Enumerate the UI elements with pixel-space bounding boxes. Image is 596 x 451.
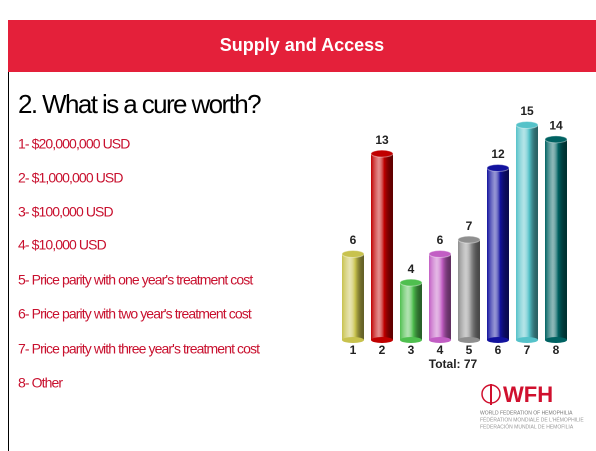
x-tick-label: 3 — [408, 343, 415, 357]
bar-shade — [458, 239, 480, 340]
logo: WFH WORLD FEDERATION OF HEMOPHILIA FÉDÉR… — [480, 382, 584, 431]
x-tick-label: 6 — [495, 343, 502, 357]
bar-shade — [400, 282, 422, 340]
data-label: 6 — [437, 233, 444, 247]
option: 7- Price parity with three year's treatm… — [18, 341, 260, 357]
logo-line: FÉDÉRATION MONDIALE DE L'HÉMOPHILIE — [480, 416, 584, 423]
bar-shade — [342, 254, 364, 340]
x-tick-label: 5 — [466, 343, 473, 357]
x-tick-label: 4 — [437, 343, 444, 357]
data-label: 6 — [350, 233, 357, 247]
logo-name: WFH — [503, 382, 553, 407]
bar-base — [342, 337, 364, 343]
bar-base — [516, 337, 538, 343]
bar-base — [458, 337, 480, 343]
data-label: 14 — [549, 119, 563, 133]
option: 6- Price parity with two year's treatmen… — [18, 306, 252, 322]
chart: 1 6 2 13 3 4 4 6 5 7 6 12 7 15 8 14 Total: 77 — [341, 104, 568, 371]
options: 1- $20,000,000 USD 2- $1,000,000 USD 3- $1… — [18, 136, 261, 391]
logo-line: WORLD FEDERATION OF HEMOPHILIA — [480, 410, 573, 416]
bar-base — [400, 337, 422, 343]
bar-base — [487, 337, 509, 343]
bar-base — [545, 337, 567, 343]
option: 8- Other — [18, 375, 63, 391]
bar-cap — [370, 149, 394, 158]
data-label: 7 — [466, 219, 473, 233]
bar-cap — [544, 135, 568, 144]
bar-shade — [429, 254, 451, 340]
data-label: 4 — [408, 262, 415, 276]
bar-cap — [457, 235, 481, 244]
bar-base — [371, 337, 393, 343]
bar-cap — [486, 164, 510, 172]
option: 1- $20,000,000 USD — [18, 136, 130, 152]
header-bar — [8, 20, 596, 72]
bar-shade — [487, 168, 509, 340]
bar-shade — [516, 125, 538, 340]
bar-cap — [515, 121, 539, 129]
x-tick-label: 8 — [553, 343, 560, 357]
total-label: Total: 77 — [429, 357, 478, 371]
x-tick-label: 2 — [379, 343, 386, 357]
logo-line: FEDERACIÓN MUNDIAL DE HEMOFILIA — [480, 423, 574, 430]
header-title: Supply and Access — [220, 35, 384, 55]
question: 2. What is a cure worth? — [18, 89, 261, 119]
bar-cap — [399, 278, 423, 287]
bar-shade — [371, 153, 393, 340]
data-label: 12 — [491, 147, 505, 161]
data-label: 15 — [520, 104, 534, 118]
bar-shade — [545, 139, 567, 340]
option: 3- $100,000 USD — [18, 204, 113, 220]
option: 2- $1,000,000 USD — [18, 170, 123, 186]
option: 5- Price parity with one year's treatmen… — [18, 272, 253, 288]
data-label: 13 — [375, 133, 389, 147]
bar-cap — [428, 250, 452, 258]
bar-base — [429, 337, 451, 343]
x-tick-label: 7 — [524, 343, 531, 357]
option: 4- $10,000 USD — [18, 237, 107, 253]
bar-cap — [341, 250, 365, 258]
x-tick-label: 1 — [350, 343, 357, 357]
